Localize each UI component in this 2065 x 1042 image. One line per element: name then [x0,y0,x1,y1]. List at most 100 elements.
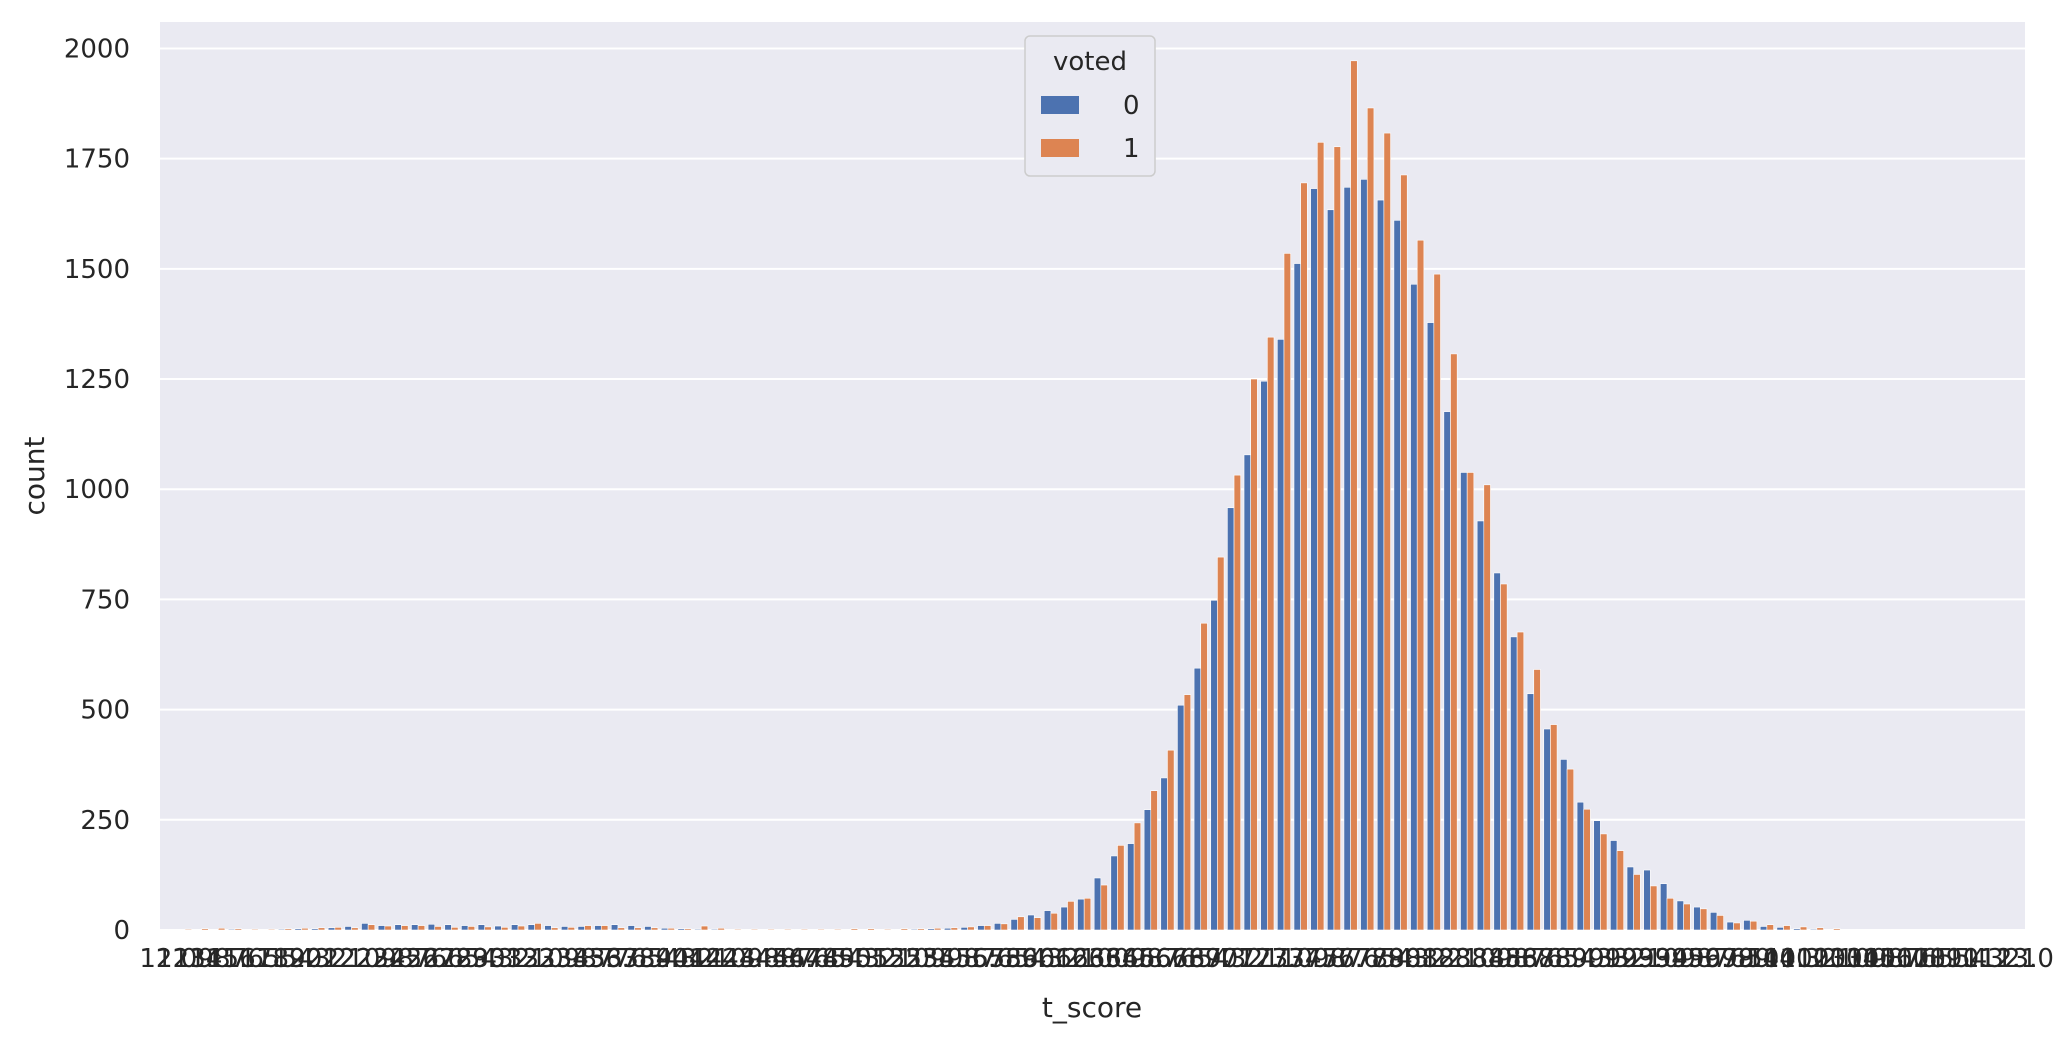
bar-voted-0 [1460,472,1468,931]
x-tick-label: 89.3 [1555,944,1613,974]
bar-voted-1 [1383,132,1391,931]
x-tick-label: 40.2 [656,944,714,974]
bar-voted-0 [327,927,336,931]
bar-voted-0 [1776,927,1784,931]
bar-voted-1 [1650,885,1658,931]
bar-voted-0 [627,925,635,931]
bar-voted-1 [1633,874,1641,931]
bar-voted-1 [1100,884,1108,931]
x-tick-label: 102.1 [1780,944,1854,974]
x-tick-label: 83.0 [1438,944,1496,974]
y-tick-label: 2000 [64,34,130,64]
bar-voted-1 [867,928,875,931]
x-tick-label: 12.0 [139,944,197,974]
x-tick-label: 44.8 [739,944,797,974]
bar-voted-0 [1759,926,1768,931]
bar-voted-0 [1243,454,1251,931]
x-tick-label: 50.2 [839,944,897,974]
x-tick-label: 16.5 [223,944,281,974]
bar-voted-1 [1366,107,1375,931]
bar-voted-0 [1809,928,1818,931]
bar-voted-1 [301,927,309,931]
x-tick-label: 105.7 [1846,944,1920,974]
x-tick-label: 70.2 [1205,944,1263,974]
x-tick-label: 28.4 [439,944,497,974]
y-tick-label: 1500 [64,255,130,285]
y-tick-label: 750 [80,585,130,615]
x-tick-label: 80.2 [1388,944,1446,974]
x-tick-label: 36.6 [589,944,647,974]
x-tick-label: 24.7 [373,944,431,974]
x-tick-label: 29.3 [456,944,514,974]
x-tick-label: 59.3 [1005,944,1063,974]
x-tick-label: 108.5 [1896,944,1970,974]
y-axis-title: count [18,436,51,515]
x-tick-label: 90.3 [1571,944,1629,974]
legend-title: voted [1053,47,1127,77]
x-tick-label: 21.1 [306,944,364,974]
x-axis-title: t_score [1042,991,1142,1024]
x-tick-label: 43.8 [722,944,780,974]
bar-voted-0 [977,925,985,931]
bar-voted-0 [1127,843,1135,931]
x-tick-label: 17.5 [239,944,297,974]
bar-voted-0 [1443,411,1451,931]
bar-voted-0 [1277,339,1285,931]
bar-voted-1 [1000,923,1008,931]
bar-voted-0 [694,928,702,931]
x-tick-label: 61.1 [1039,944,1097,974]
x-tick-label: 72.1 [1238,944,1296,974]
bar-voted-1 [1666,897,1674,931]
bar-voted-1 [1450,353,1458,931]
x-tick-label: 73.9 [1272,944,1330,974]
bar-voted-1 [1400,174,1408,931]
bar-voted-0 [1326,209,1335,931]
x-tick-label: 76.6 [1322,944,1380,974]
bar-voted-0 [344,926,352,931]
bar-voted-0 [1210,599,1218,931]
x-tick-label: 103.9 [1813,944,1887,974]
bar-voted-0 [394,924,402,931]
x-tick-label: 68.4 [1172,944,1230,974]
bar-voted-0 [411,924,419,931]
x-tick-label: 26.6 [406,944,464,974]
bar-voted-1 [884,928,892,931]
bar-voted-0 [1576,801,1585,931]
bar-voted-1 [284,928,292,931]
bar-voted-0 [1293,263,1301,931]
bar-voted-0 [993,923,1002,931]
bar-voted-0 [1676,900,1684,931]
x-tick-label: 113.0 [1979,944,2053,974]
bar-voted-1 [1267,336,1275,931]
bar-voted-0 [277,928,286,931]
bar-voted-1 [1133,822,1142,931]
bar-voted-1 [1616,850,1624,931]
bar-voted-1 [417,925,426,931]
bar-voted-1 [467,926,476,931]
x-tick-label: 22.0 [323,944,381,974]
bar-voted-1 [1217,556,1225,931]
x-tick-label: 79.3 [1372,944,1430,974]
bar-voted-1 [667,927,675,931]
legend-label-0: 0 [1123,91,1140,121]
bar-voted-1 [234,928,242,931]
bar-voted-1 [1683,903,1691,931]
bar-voted-0 [561,926,569,931]
bar-voted-1 [251,928,259,931]
bar-voted-1 [983,925,992,931]
bar-voted-0 [527,924,535,931]
bar-voted-1 [1550,724,1558,931]
x-tick-label: 62.0 [1055,944,1113,974]
bar-voted-1 [917,928,925,931]
bar-voted-0 [1476,520,1485,931]
x-tick-label: 15.6 [206,944,264,974]
y-tick-label: 0 [113,916,130,946]
bar-voted-1 [317,927,326,931]
bar-voted-1 [1067,901,1075,931]
bar-voted-1 [217,927,226,931]
bar-voted-0 [461,925,469,931]
y-tick-label: 1750 [64,145,130,175]
bar-voted-1 [584,925,592,931]
bar-voted-0 [1376,199,1385,931]
x-tick-label: 104.8 [1830,944,1904,974]
